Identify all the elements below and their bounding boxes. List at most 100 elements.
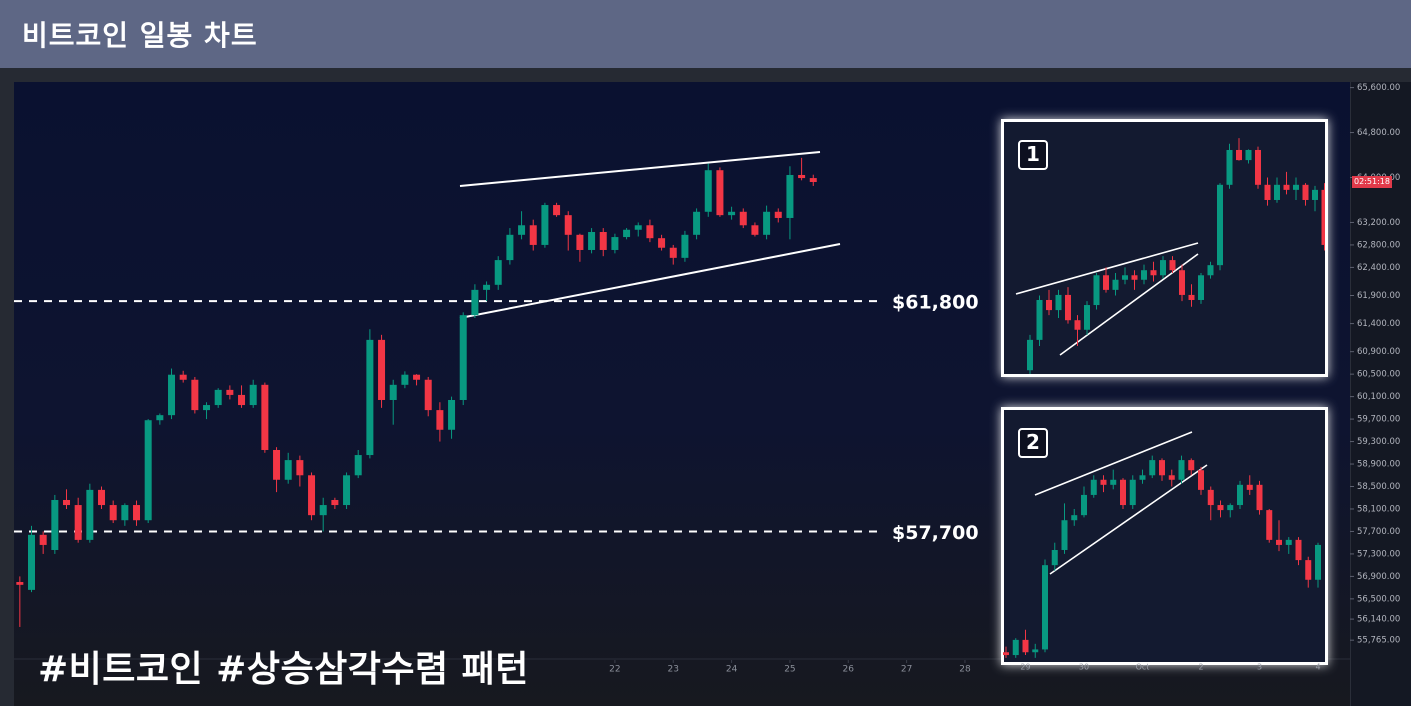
candle-body: [121, 505, 129, 521]
candle-body: [1100, 479, 1107, 485]
candle-body: [296, 460, 304, 476]
candle-body: [588, 232, 596, 250]
candle-body: [1217, 184, 1223, 266]
candle-body: [1264, 184, 1271, 200]
candle-body: [354, 455, 362, 476]
candle-body: [1051, 549, 1058, 566]
candle-body: [413, 374, 421, 380]
candle-body: [98, 489, 106, 506]
candle-body: [1274, 184, 1280, 200]
candle-body: [1055, 294, 1062, 311]
candle-body: [179, 374, 187, 380]
candle-body: [646, 225, 654, 239]
inset-panel: 1: [1001, 119, 1328, 377]
candle-body: [1110, 479, 1117, 485]
y-tick-label: 56,500.00: [1357, 594, 1400, 604]
trend-line: [1059, 253, 1199, 356]
candle-body: [1255, 149, 1261, 185]
candle-body: [1081, 494, 1087, 516]
badge: 2: [1018, 428, 1048, 458]
candle-body: [1217, 505, 1224, 511]
candle-body: [1071, 515, 1078, 521]
candle-body: [1036, 299, 1043, 340]
candle-body: [319, 505, 327, 516]
candle-body: [1198, 275, 1204, 300]
y-tick-label: 58,900.00: [1357, 460, 1400, 470]
candle-body: [1256, 484, 1263, 511]
candle-body: [1042, 565, 1048, 650]
candle-body: [681, 234, 689, 258]
candle-body: [203, 405, 211, 411]
header: 비트코인 일봉 차트: [0, 0, 1411, 68]
y-tick-label: 55,765.00: [1357, 636, 1400, 646]
candle-body: [1139, 475, 1146, 480]
candle-body: [331, 499, 339, 506]
candle-body: [669, 247, 677, 258]
x-tick-label: 2: [1198, 663, 1203, 672]
y-tick-label: 56,900.00: [1357, 572, 1400, 582]
candle-body: [1315, 544, 1321, 580]
trend-line: [1049, 464, 1208, 575]
candle-body: [553, 205, 561, 216]
y-tick-label: 63,200.00: [1357, 218, 1400, 228]
candle-body: [74, 505, 82, 540]
candle-body: [1168, 475, 1175, 480]
y-tick-label: 62,400.00: [1357, 263, 1400, 273]
level-label: $57,700: [892, 522, 979, 544]
candle-body: [1293, 184, 1299, 190]
candle-body: [273, 449, 281, 480]
support-line: [459, 243, 841, 319]
inset-chart: [1015, 138, 1325, 374]
candle-body: [716, 170, 724, 216]
candle-body: [1129, 479, 1136, 506]
candle-body: [658, 238, 666, 248]
candle-body: [1236, 149, 1242, 161]
candle-body: [611, 237, 619, 250]
candle-body: [1295, 539, 1302, 561]
y-tick-label: 58,500.00: [1357, 482, 1400, 492]
candle-body: [1061, 520, 1068, 550]
y-tick-label: 59,700.00: [1357, 415, 1400, 425]
candle-body: [1276, 539, 1282, 545]
candle-body: [1245, 149, 1252, 161]
candle-body: [1169, 260, 1176, 271]
candle-body: [39, 534, 47, 545]
candle-body: [1321, 189, 1325, 245]
candle-body: [214, 389, 222, 406]
page-title: 비트코인 일봉 차트: [22, 19, 258, 52]
candle-body: [156, 415, 164, 421]
candle-body: [1178, 460, 1185, 480]
caption: #비트코인 #상승삼각수렴 패턴: [38, 649, 529, 690]
candle-body: [1141, 270, 1147, 280]
candle-body: [1032, 649, 1039, 653]
candle-body: [518, 225, 526, 235]
y-tick-label: 62,800.00: [1357, 240, 1400, 250]
candle-body: [529, 225, 537, 245]
candle-body: [704, 170, 712, 212]
x-tick-label: 4: [1315, 663, 1320, 672]
candle-body: [63, 499, 71, 506]
y-tick-label: 61,900.00: [1357, 291, 1400, 301]
candle-body: [471, 289, 479, 316]
x-tick-label: 24: [726, 665, 738, 675]
candle-body: [1131, 275, 1138, 280]
candle-body: [308, 475, 316, 516]
candle-body: [366, 339, 374, 456]
candle-body: [16, 582, 24, 585]
candle-body: [541, 205, 549, 245]
candle-body: [249, 384, 257, 406]
trend-line: [1015, 242, 1199, 295]
candle-body: [634, 225, 642, 230]
candle-body: [786, 174, 794, 218]
candle-body: [1149, 460, 1156, 476]
candle-body: [109, 505, 117, 521]
x-tick-label: 3: [1257, 663, 1262, 672]
candle-body: [1198, 470, 1204, 490]
y-tick-label: 64,800.00: [1357, 128, 1400, 138]
candle-body: [261, 384, 269, 450]
candle-body: [1312, 189, 1318, 200]
candle-body: [1283, 184, 1290, 190]
candle-body: [1093, 275, 1100, 306]
candle-body: [424, 379, 432, 411]
